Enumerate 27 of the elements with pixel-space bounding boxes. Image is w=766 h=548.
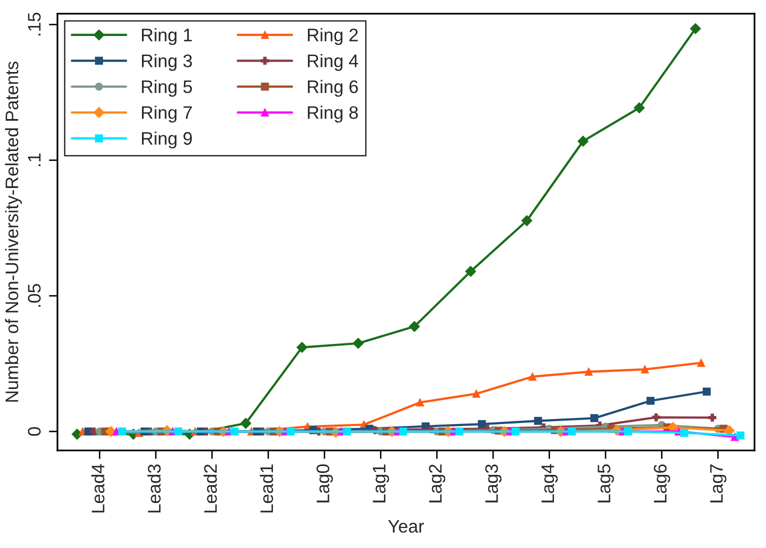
legend-label: Ring 2: [308, 28, 358, 45]
y-tick-label: .15: [28, 12, 41, 36]
legend-label: Ring 8: [308, 106, 358, 123]
legend-label: Ring 6: [308, 80, 358, 97]
x-tick-label: Lag4: [542, 464, 558, 502]
x-tick-label: Lag6: [654, 464, 670, 502]
legend-label: Ring 4: [308, 54, 358, 71]
legend-label: Ring 1: [142, 28, 192, 45]
x-tick-label: Lead2: [204, 464, 217, 512]
x-axis-title: Year: [388, 520, 424, 533]
x-tick-label: Lag1: [372, 464, 390, 502]
legend-label: Ring 9: [142, 132, 192, 148]
x-tick-label: Lag5: [598, 464, 614, 502]
legend-label: Ring 5: [142, 80, 192, 97]
x-tick-label: Lag2: [428, 464, 446, 502]
y-tick-label: .05: [28, 284, 41, 307]
legend-label: Ring 3: [142, 54, 192, 71]
x-tick-label: Lag7: [710, 464, 726, 502]
x-tick-label: Lead1: [260, 464, 274, 512]
y-axis-title: Number of Non-University-Related Patents: [5, 62, 22, 402]
legend-label: Ring 7: [142, 106, 192, 123]
x-tick-label: Lead3: [147, 464, 161, 512]
x-tick-label: Lag3: [485, 464, 502, 502]
x-tick-label: Lag0: [316, 464, 333, 502]
x-tick-label: Lead4: [91, 464, 104, 512]
y-tick-label: .1: [28, 154, 41, 166]
y-tick-label: 0: [28, 427, 41, 436]
